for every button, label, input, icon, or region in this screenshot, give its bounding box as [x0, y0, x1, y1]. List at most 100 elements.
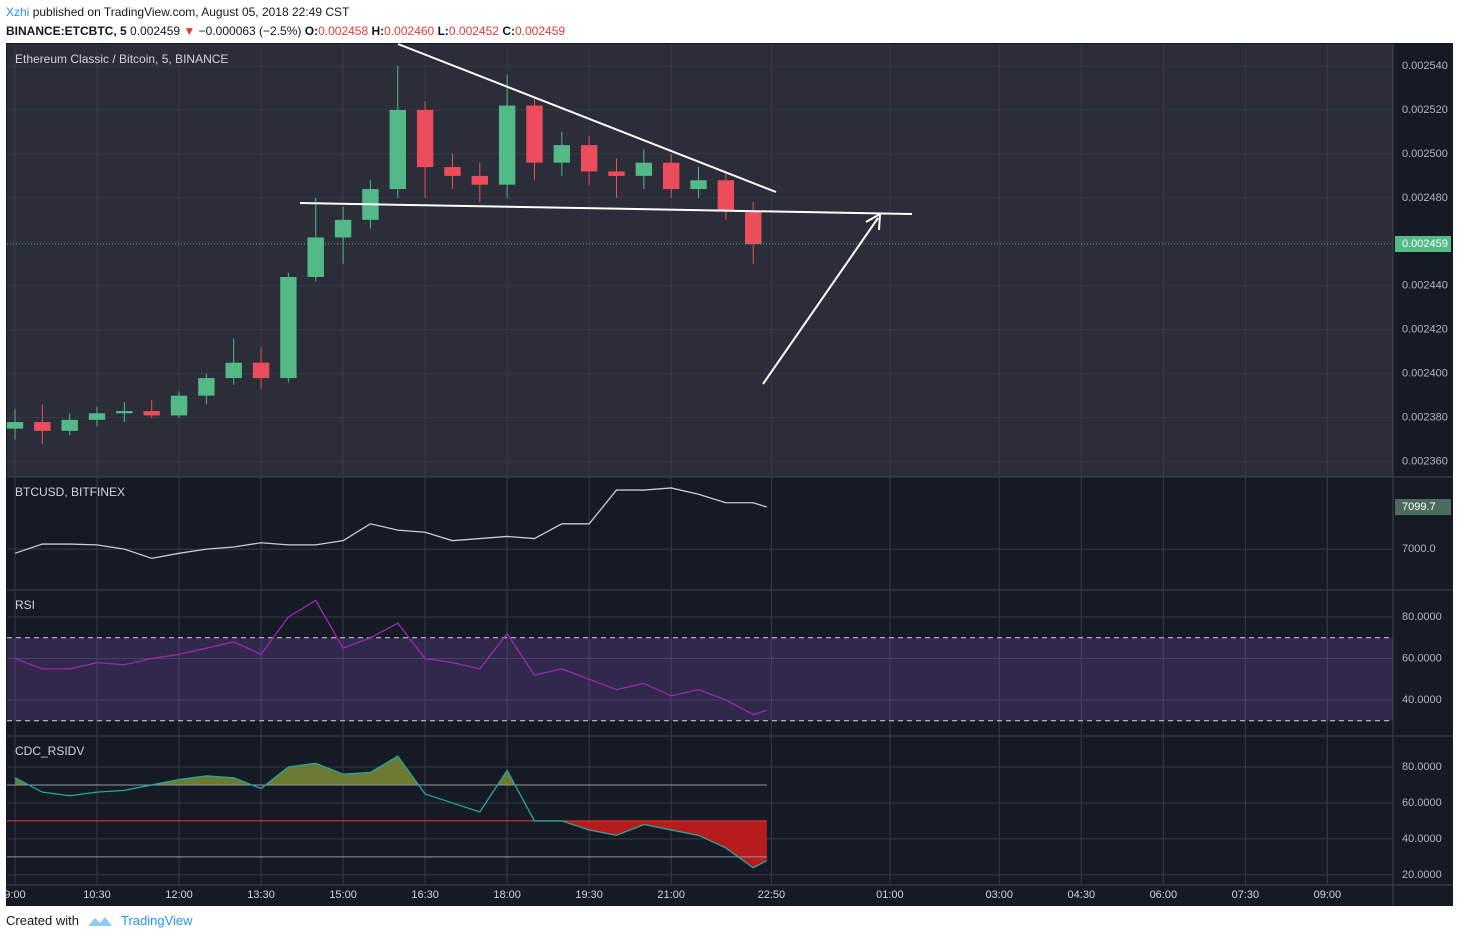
y-tick-label: 0.002520 — [1402, 104, 1448, 116]
candle-body — [34, 422, 51, 431]
x-tick-label: 19:30 — [575, 889, 603, 901]
candle-body — [580, 145, 598, 172]
brand[interactable]: TradingView — [120, 913, 193, 928]
published: published on TradingView.com, August 05,… — [32, 5, 350, 19]
arrow-line — [762, 217, 879, 385]
candle-body — [307, 237, 324, 277]
y-tick-label: 60.0000 — [1402, 797, 1442, 809]
pane-title: RSI — [15, 598, 35, 612]
ohlc-l-value: 0.002452 — [448, 24, 499, 38]
y-tick-label: 40.0000 — [1402, 694, 1442, 706]
price-tag-label: 0.002459 — [1402, 238, 1448, 250]
arrow: ▼ — [183, 24, 196, 38]
logo — [87, 916, 112, 926]
candle-body — [635, 162, 653, 176]
candle-body — [6, 422, 24, 429]
x-tick-label: 21:00 — [657, 889, 685, 901]
candle-body — [745, 211, 762, 245]
y-tick-label: 0.002400 — [1402, 368, 1448, 380]
x-tick-label: 01:00 — [876, 889, 904, 901]
footer: Created with TradingView — [6, 913, 193, 928]
x-tick-label: 22:50 — [758, 889, 786, 901]
candle-body — [198, 378, 215, 396]
ohlc-o-value: 0.002458 — [318, 24, 369, 38]
ohlc-l: L: — [437, 24, 449, 38]
price-tag — [1395, 499, 1451, 516]
x-tick-label: 03:00 — [986, 889, 1014, 901]
publish-line: Xzhi published on TradingView.com, Augus… — [6, 3, 565, 22]
level-fill — [14, 756, 767, 785]
candle-body — [662, 162, 680, 190]
candle-body — [88, 413, 106, 420]
y-tick-label: 0.002440 — [1402, 280, 1448, 292]
author[interactable]: Xzhi — [6, 5, 30, 19]
pane-title: Ethereum Classic / Bitcoin, 5, BINANCE — [15, 52, 228, 66]
y-tick-label: 60.0000 — [1402, 652, 1442, 664]
x-tick-label: 9:00 — [4, 889, 25, 901]
candle-body — [389, 109, 406, 190]
candle-body — [170, 395, 188, 416]
y-tick-label: 80.0000 — [1402, 611, 1442, 623]
x-tick-label: 18:00 — [493, 889, 521, 901]
price-tag-label: 7099.7 — [1402, 501, 1436, 513]
series-line — [14, 755, 768, 869]
x-tick-label: 09:00 — [1314, 889, 1342, 901]
logo-shape — [87, 916, 112, 926]
y-tick-label: 0.002420 — [1402, 324, 1448, 336]
ohlc-h: H: — [371, 24, 385, 38]
y-tick-label: 0.002380 — [1402, 412, 1448, 424]
trendline-upper — [397, 43, 777, 193]
x-tick-label: 04:30 — [1068, 889, 1096, 901]
candle-body — [690, 180, 707, 190]
y-tick-label: 20.0000 — [1402, 869, 1442, 881]
x-tick-label: 06:00 — [1150, 889, 1178, 901]
candle-body — [526, 105, 543, 163]
y-tick-label: 80.0000 — [1402, 761, 1442, 773]
symbol: BINANCE:ETCBTC, 5 — [6, 24, 127, 38]
y-tick-label: 0.002540 — [1402, 60, 1448, 72]
ohlc-c-value: 0.002459 — [514, 24, 566, 38]
ohlc-h-value: 0.002460 — [384, 24, 435, 38]
rsi-band — [7, 637, 1393, 721]
series-line — [14, 487, 768, 560]
trendline-lower — [299, 202, 913, 215]
created: Created with — [6, 913, 79, 928]
y-tick-label: 7000.0 — [1402, 543, 1436, 555]
header: Xzhi published on TradingView.com, Augus… — [6, 3, 565, 41]
y-tick-label: 40.0000 — [1402, 833, 1442, 845]
candle-body — [416, 109, 434, 168]
x-tick-label: 07:30 — [1232, 889, 1260, 901]
pane-title: BTCUSD, BITFINEX — [15, 485, 125, 499]
x-tick-label: 16:30 — [411, 889, 439, 901]
candle-body — [553, 145, 571, 163]
candle-body — [444, 167, 461, 176]
last: 0.002459 — [130, 24, 181, 38]
x-tick-label: 12:00 — [165, 889, 193, 901]
ohlc-o: O: — [304, 24, 319, 38]
ohlc-c: C: — [502, 24, 515, 38]
candle-body — [225, 362, 242, 379]
layer: 0.002360 0.002380 0.002400 0.002420 0.002440… — [4, 44, 1453, 905]
candle-body — [116, 411, 133, 414]
x-tick-label: 15:00 — [329, 889, 357, 901]
y-tick-label: 0.002480 — [1402, 192, 1448, 204]
arrow-head — [865, 212, 882, 231]
x-tick-label: 13:30 — [247, 889, 275, 901]
candle-body — [498, 105, 516, 185]
y-tick-label: 0.002360 — [1402, 456, 1448, 468]
level-fill — [14, 820, 767, 868]
drawings — [299, 43, 913, 385]
candle-body — [334, 219, 352, 238]
candle-body — [61, 419, 78, 431]
candle-body — [471, 175, 488, 185]
candle-body — [717, 180, 735, 212]
main-pane-bg — [7, 44, 1393, 477]
candle-body — [143, 411, 160, 416]
pane-title: CDC_RSIDV — [15, 744, 84, 758]
candle-body — [280, 276, 297, 379]
x-tick-label: 10:30 — [83, 889, 111, 901]
change: −0.000063 (−2.5%) — [198, 24, 302, 38]
candle-body — [252, 362, 270, 379]
